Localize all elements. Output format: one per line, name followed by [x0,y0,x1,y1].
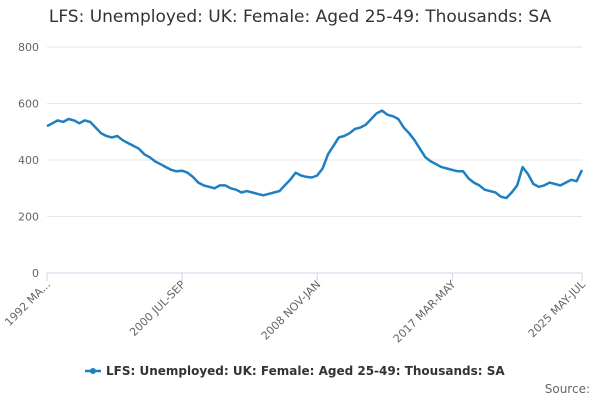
y-tick-label: 400 [18,154,39,167]
x-tick-label: 2008 NOV-JAN [259,278,324,343]
y-tick-label: 600 [18,98,39,111]
source: Source: [545,382,590,396]
y-tick-label: 0 [32,267,39,280]
legend-label: LFS: Unemployed: UK: Female: Aged 25-49:… [106,364,505,378]
x-tick-label: 2017 MAR-MAY [391,278,459,346]
chart-title: LFS: Unemployed: UK: Female: Aged 25-49:… [49,7,552,27]
x-tick-label: 2025 MAY-JUL [526,277,589,340]
y-tick-label: 800 [18,41,39,54]
x-tick-label: 1992 MA... [2,278,53,329]
data-line [46,109,584,200]
y-tick-label: 200 [18,211,39,224]
x-tick-label: 2000 JUL-SEP [127,278,188,339]
legend-marker [90,368,96,374]
